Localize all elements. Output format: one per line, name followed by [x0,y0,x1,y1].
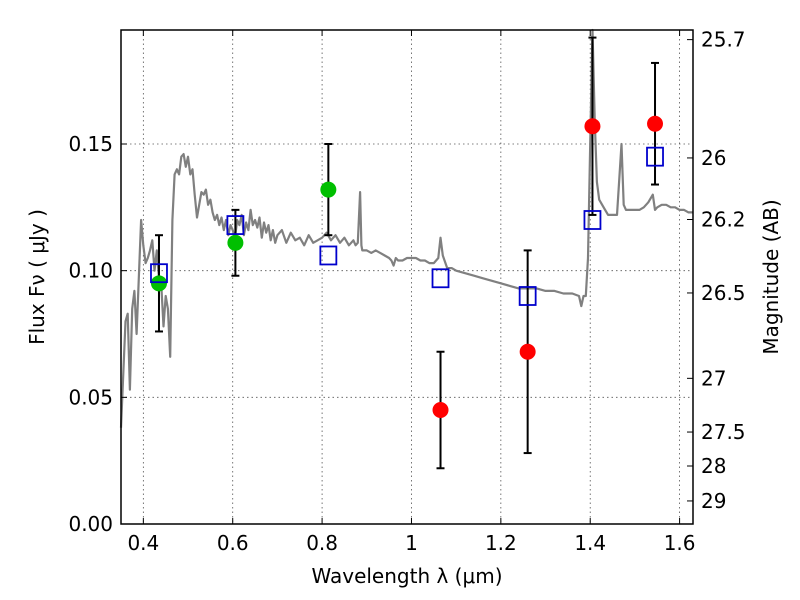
x-tick-label: 1.2 [485,531,517,555]
model-band-square [518,286,537,306]
data-markers [150,115,664,418]
x-axis-label: Wavelength λ (μm) [311,564,502,588]
y-tick-label: 0.00 [68,512,113,536]
x-tick-label: 1.6 [664,531,696,555]
model-band-square [646,146,664,167]
x-tick-label: 0.4 [127,531,159,555]
mag-tick-label: 29 [701,489,726,513]
y-tick-label: 0.05 [68,385,113,409]
axis-ticks: 0.4 0.6 0.8 1 1.2 1.4 1.6 0.00 0.05 0.10 0.15 25.7 2… [68,28,745,555]
mag-tick-label: 26.5 [701,281,746,305]
x-tick-label: 0.6 [217,531,249,555]
mag-tick-label: 27.5 [701,420,746,444]
green-point [150,275,167,292]
mag-tick-label: 28 [701,454,726,478]
model-band-square [150,263,168,284]
model-band-square [431,268,450,289]
red-point [432,402,449,418]
plot-frame [120,29,694,525]
x-tick-label: 1.4 [574,531,606,555]
red-point [519,343,536,360]
y2-axis-label: Magnitude (AB) [759,199,783,354]
y-tick-label: 0.15 [68,132,113,156]
mag-tick-label: 25.7 [701,28,746,52]
green-point [320,181,337,198]
red-point [584,118,601,135]
mag-tick-label: 26 [701,146,726,170]
model-band-square [226,215,245,235]
x-tick-label: 1 [405,531,418,555]
model-band-square [583,210,602,230]
mag-tick-label: 26.2 [701,207,746,231]
mag-tick-label: 27 [701,366,726,390]
model-band-square [319,245,338,266]
y-axis-label: Flux Fν ( μJy ) [25,209,49,345]
y-tick-label: 0.10 [68,259,113,283]
plot-background [121,30,693,524]
red-point [647,115,664,132]
green-point [227,234,244,251]
x-tick-label: 0.8 [306,531,338,555]
